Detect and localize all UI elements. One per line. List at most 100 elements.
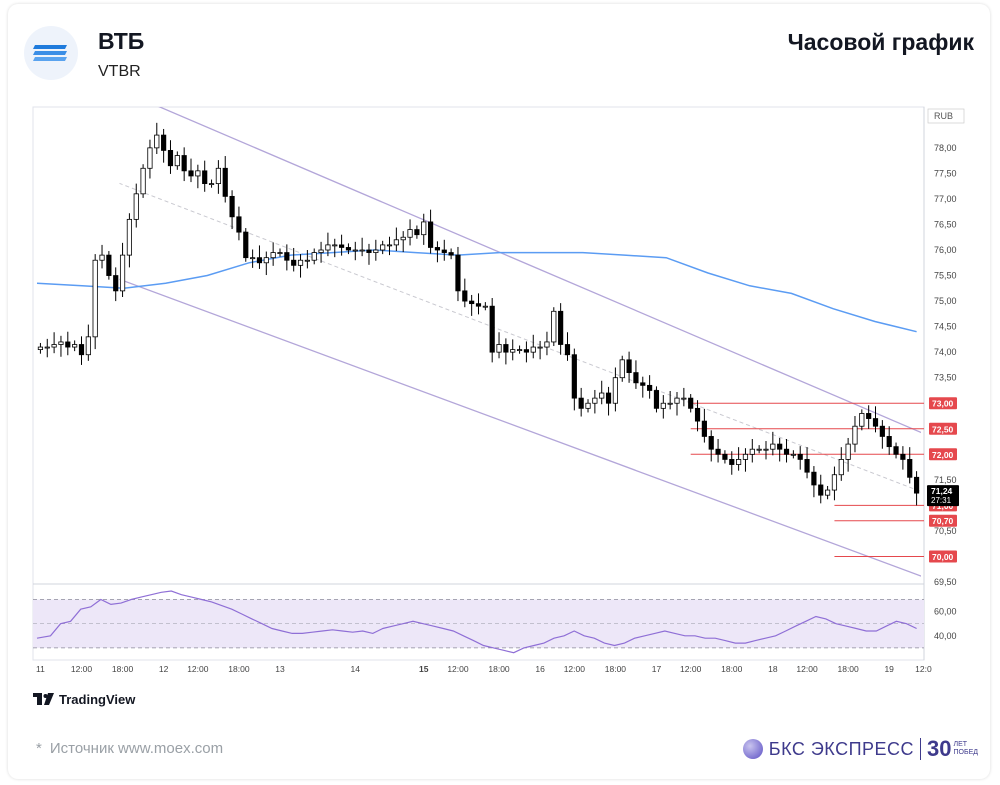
y-tick-label: 78,00 [934,143,957,153]
candle [681,387,687,407]
candle [181,147,187,182]
candle [770,431,776,456]
channel-mid [119,182,921,493]
x-tick-label: 18:00 [228,664,250,674]
candle [825,485,831,500]
candle [393,227,399,252]
x-tick-label: 12:00 [680,664,702,674]
candle [188,158,194,183]
x-tick-label: 11 [36,664,45,674]
candle [154,122,160,154]
candle [243,228,249,262]
candle [106,251,112,280]
x-tick-label: 12:00 [187,664,209,674]
price-level-label: 73,00 [932,399,954,409]
candle [831,466,838,501]
candle [893,442,899,459]
rsi-pane: 60,00 40,00 [33,590,957,654]
tradingview-label: TradingView [59,691,136,707]
candle [380,240,386,255]
candle [510,339,516,361]
price-level-label: 70,70 [932,516,954,526]
candle [763,441,769,460]
price-level-tag [929,397,957,410]
candle [270,242,276,266]
x-tick-label: 18:00 [112,664,134,674]
x-tick-label: 12:00 [447,664,469,674]
x-tick-label: 18 [768,664,778,674]
candle [345,243,352,255]
candle [37,342,44,354]
vtb-logo [24,26,78,80]
candle [879,420,885,449]
candle [297,254,304,278]
y-tick-label: 70,50 [934,526,957,536]
price-level-label: 72,00 [932,450,954,460]
x-tick-label: 12:00 [796,664,818,674]
candle [51,332,57,354]
price-level-tag [929,514,957,527]
x-tick-label: 17 [652,664,662,674]
candle [441,239,447,261]
candle [551,307,557,347]
bcs-ball-icon [742,739,763,759]
candle [352,241,358,261]
candle [427,209,434,254]
candle [913,471,920,506]
candle [65,331,71,356]
x-tick-label: 12:00 [71,664,93,674]
x-tick-label: 18:00 [837,664,859,674]
candle [496,332,502,359]
ticker-name: ВТБ [98,28,145,54]
y-tick-label: 75,00 [934,296,957,306]
candle [852,416,858,453]
candle [544,331,550,356]
y-tick-label: 76,00 [934,245,957,255]
candle [469,294,475,316]
candle [845,437,851,472]
x-tick-label: 18:00 [721,664,743,674]
candle [633,360,639,389]
brand-years-text: ЛЕТ ПОБЕД [954,741,978,757]
brand-years-text2: ПОБЕД [953,749,978,756]
candle [407,219,413,246]
candle [291,247,297,272]
rsi-tick-label: 40,00 [934,631,957,641]
candle [503,338,509,365]
candle [126,213,132,268]
candle [818,474,824,504]
candle [78,336,85,365]
candle [640,376,646,398]
x-tick-label: 14 [351,664,361,674]
candle [530,334,536,359]
candle [325,232,331,257]
tradingview-logo: TradingView [33,690,135,708]
candle [277,248,283,257]
candle [208,179,215,188]
candle [708,430,714,462]
candle [790,450,796,459]
candle [475,293,482,315]
trend-channel [119,107,921,577]
candle [667,390,673,410]
x-tick-label: 15 [419,664,429,674]
price-level-tag [929,422,957,435]
x-tick-label: 18:00 [488,664,510,674]
candle [229,190,235,230]
y-tick-label: 74,50 [934,322,957,332]
price-level-label: 72,50 [932,424,954,434]
rsi-line [36,590,917,654]
candle [250,249,256,268]
brand-years: 30 [927,736,952,761]
candle [339,234,345,256]
y-tick-label: 75,50 [934,271,957,281]
brand-separator [920,738,922,760]
candle [482,302,488,311]
candle [674,392,680,416]
x-tick-label: 13 [275,664,285,674]
candle [119,242,126,297]
candle [653,386,660,413]
candle [386,236,393,256]
x-axis: 11 12:00 18:00 12 12:00 18:00 13 14 15 12:00 18:00… [36,664,932,674]
